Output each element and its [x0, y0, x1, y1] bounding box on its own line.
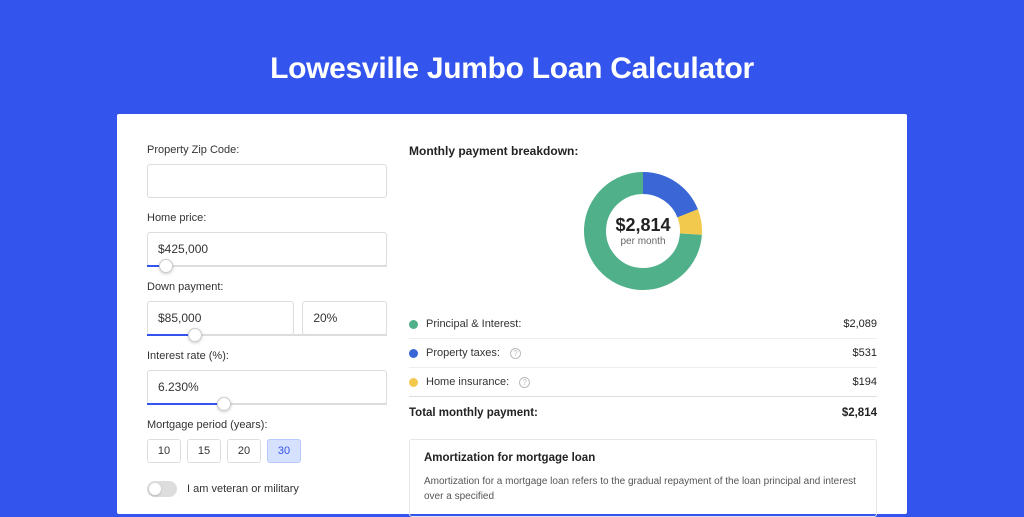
info-icon[interactable]: ? — [510, 348, 521, 359]
calculator-card: Property Zip Code: Home price: Down paym… — [117, 114, 907, 514]
legend-label: Home insurance: — [426, 376, 509, 388]
legend-label: Property taxes: — [426, 347, 500, 359]
down-payment-field: Down payment: — [147, 281, 387, 336]
interest-slider-thumb[interactable] — [217, 397, 231, 411]
inputs-column: Property Zip Code: Home price: Down paym… — [147, 144, 387, 514]
breakdown-title: Monthly payment breakdown: — [409, 144, 877, 158]
veteran-toggle-knob — [149, 483, 161, 495]
legend-dot — [409, 378, 418, 387]
legend-row-0: Principal & Interest: $2,089 — [409, 310, 877, 339]
legend-dot — [409, 320, 418, 329]
home-price-slider[interactable] — [147, 265, 387, 267]
legend-value: $531 — [853, 347, 877, 359]
period-buttons: 10152030 — [147, 439, 387, 463]
period-button-20[interactable]: 20 — [227, 439, 261, 463]
zip-label: Property Zip Code: — [147, 144, 387, 156]
down-payment-slider[interactable] — [147, 334, 387, 336]
down-payment-input[interactable] — [147, 301, 294, 335]
interest-field: Interest rate (%): — [147, 350, 387, 405]
down-payment-slider-thumb[interactable] — [188, 328, 202, 342]
donut-amount: $2,814 — [615, 215, 670, 236]
period-button-10[interactable]: 10 — [147, 439, 181, 463]
amortization-title: Amortization for mortgage loan — [424, 452, 862, 464]
amortization-text: Amortization for a mortgage loan refers … — [424, 474, 862, 504]
home-price-field: Home price: — [147, 212, 387, 267]
info-icon[interactable]: ? — [519, 377, 530, 388]
legend-dot — [409, 349, 418, 358]
legend-label: Principal & Interest: — [426, 318, 521, 330]
home-price-slider-thumb[interactable] — [159, 259, 173, 273]
donut-chart: $2,814per month — [409, 172, 877, 290]
period-button-15[interactable]: 15 — [187, 439, 221, 463]
legend-row-1: Property taxes:? $531 — [409, 339, 877, 368]
down-payment-percent-input[interactable] — [302, 301, 387, 335]
veteran-toggle[interactable] — [147, 481, 177, 497]
interest-slider[interactable] — [147, 403, 387, 405]
period-label: Mortgage period (years): — [147, 419, 387, 431]
page-title: Lowesville Jumbo Loan Calculator — [0, 0, 1024, 114]
down-payment-label: Down payment: — [147, 281, 387, 293]
legend-row-2: Home insurance:? $194 — [409, 368, 877, 397]
period-button-30[interactable]: 30 — [267, 439, 301, 463]
period-field: Mortgage period (years): 10152030 — [147, 419, 387, 463]
zip-field: Property Zip Code: — [147, 144, 387, 198]
zip-input[interactable] — [147, 164, 387, 198]
total-value: $2,814 — [842, 407, 877, 419]
home-price-label: Home price: — [147, 212, 387, 224]
total-label: Total monthly payment: — [409, 407, 538, 419]
donut-sublabel: per month — [620, 236, 665, 247]
home-price-input[interactable] — [147, 232, 387, 266]
amortization-box: Amortization for mortgage loan Amortizat… — [409, 439, 877, 517]
legend: Principal & Interest: $2,089 Property taxe… — [409, 310, 877, 397]
legend-value: $2,089 — [843, 318, 877, 330]
interest-input[interactable] — [147, 370, 387, 404]
veteran-label: I am veteran or military — [187, 483, 299, 495]
legend-value: $194 — [853, 376, 877, 388]
veteran-row: I am veteran or military — [147, 481, 387, 497]
donut-svg: $2,814per month — [584, 172, 702, 290]
interest-label: Interest rate (%): — [147, 350, 387, 362]
breakdown-column: Monthly payment breakdown: $2,814per mon… — [409, 144, 877, 514]
total-row: Total monthly payment: $2,814 — [409, 397, 877, 433]
